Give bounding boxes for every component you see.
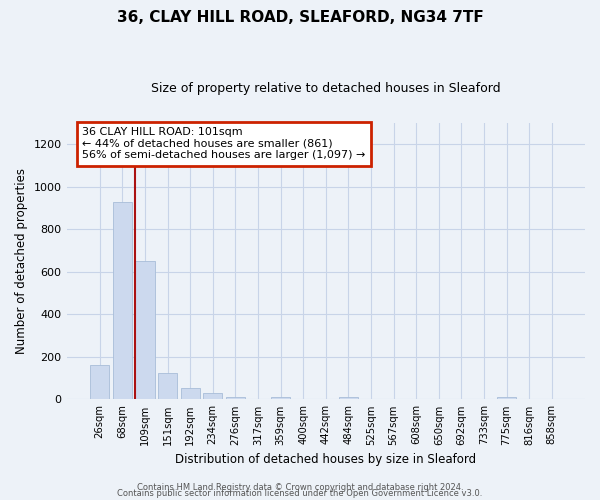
- Text: 36, CLAY HILL ROAD, SLEAFORD, NG34 7TF: 36, CLAY HILL ROAD, SLEAFORD, NG34 7TF: [116, 10, 484, 25]
- Bar: [226, 397, 245, 400]
- Text: Contains public sector information licensed under the Open Government Licence v3: Contains public sector information licen…: [118, 490, 482, 498]
- Bar: [90, 366, 109, 400]
- Bar: [203, 394, 223, 400]
- Bar: [497, 397, 516, 400]
- Y-axis label: Number of detached properties: Number of detached properties: [15, 168, 28, 354]
- Bar: [339, 397, 358, 400]
- Title: Size of property relative to detached houses in Sleaford: Size of property relative to detached ho…: [151, 82, 500, 96]
- Bar: [136, 261, 155, 400]
- Bar: [271, 397, 290, 400]
- X-axis label: Distribution of detached houses by size in Sleaford: Distribution of detached houses by size …: [175, 453, 476, 466]
- Text: 36 CLAY HILL ROAD: 101sqm
← 44% of detached houses are smaller (861)
56% of semi: 36 CLAY HILL ROAD: 101sqm ← 44% of detac…: [82, 127, 365, 160]
- Bar: [113, 202, 132, 400]
- Bar: [158, 373, 177, 400]
- Bar: [181, 388, 200, 400]
- Text: Contains HM Land Registry data © Crown copyright and database right 2024.: Contains HM Land Registry data © Crown c…: [137, 484, 463, 492]
